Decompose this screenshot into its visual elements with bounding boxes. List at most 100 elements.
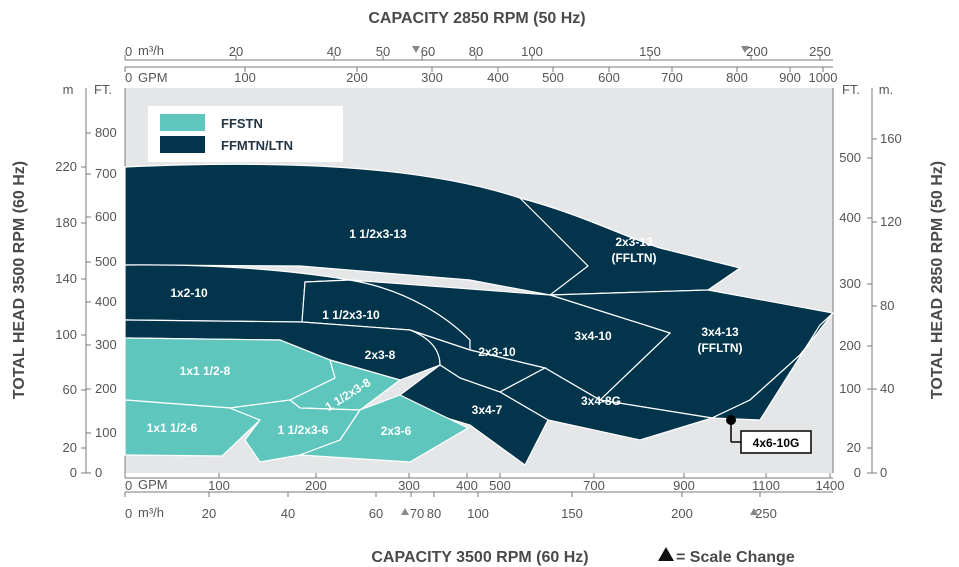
- bottom_gpm-tick-label: 400: [456, 478, 478, 493]
- left_m-tick-label: 20: [63, 440, 77, 455]
- top_gpm-tick-label: 900: [779, 70, 801, 85]
- right_ft-tick-label: 20: [847, 440, 861, 455]
- bottom_m3h-tick-label: 70: [410, 506, 424, 521]
- bottom_gpm-tick-label: 900: [673, 478, 695, 493]
- label-1x1-1-2-8: 1x1 1/2-8: [180, 364, 231, 378]
- unit-bottom-m3h: m³/h: [138, 505, 164, 520]
- top_gpm-tick-label: 800: [726, 70, 748, 85]
- legend: FFSTN FFMTN/LTN: [148, 106, 343, 162]
- label-3x4-8G: 3x4-8G: [581, 394, 621, 408]
- ffmtn-regions: [124, 163, 835, 466]
- top_m3h-tick-label: 0: [125, 44, 132, 59]
- left_ft-tick-label: 300: [95, 337, 117, 352]
- bottom_m3h-tick-label: 20: [202, 506, 216, 521]
- legend-swatch-ffstn: [160, 114, 205, 131]
- left_m-tick-label: 220: [55, 159, 77, 174]
- bottom_gpm-tick-label: 1400: [816, 478, 845, 493]
- scale-change-triangle-icon: [741, 46, 749, 53]
- bottom_gpm-tick-label: 500: [489, 478, 511, 493]
- left_ft-tick-label: 100: [95, 425, 117, 440]
- label-1-1-2x3-10: 1 1/2x3-10: [322, 308, 380, 322]
- region-2x3-6: [299, 394, 470, 463]
- left_m-tick-label: 0: [70, 465, 77, 480]
- scale-change-triangle-icon: [401, 508, 409, 515]
- bottom_m3h-tick-label: 60: [369, 506, 383, 521]
- left_ft-tick-label: 500: [95, 254, 117, 269]
- right_ft-tick-label: 100: [839, 381, 861, 396]
- top_gpm-tick-label: 400: [487, 70, 509, 85]
- label-3x4-13: 3x4-13: [701, 325, 739, 339]
- unit-bottom-gpm: GPM: [138, 477, 168, 492]
- region-1x1-1-2-6: [124, 399, 262, 457]
- ylabel-right: TOTAL HEAD 2850 RPM (50 Hz): [929, 161, 946, 399]
- left_m-tick-label: 180: [55, 215, 77, 230]
- title-bottom: CAPACITY 3500 RPM (60 Hz): [371, 549, 588, 566]
- right_m-tick-label: 0: [880, 465, 887, 480]
- bottom_gpm-tick-label: 200: [305, 478, 327, 493]
- left_ft-tick-label: 800: [95, 125, 117, 140]
- label-1-1-2x3-13: 1 1/2x3-13: [349, 227, 407, 241]
- left_ft-tick-label: 0: [95, 465, 102, 480]
- top_gpm-tick-label: 0: [125, 70, 132, 85]
- unit-right-m: m.: [879, 82, 893, 97]
- bottom_m3h-tick-label: 250: [755, 506, 777, 521]
- bottom_m3h-tick-label: 0: [125, 506, 132, 521]
- left_m-tick-label: 60: [63, 382, 77, 397]
- bottom_m3h-tick-label: 40: [281, 506, 295, 521]
- legend-label-ffmtn: FFMTN/LTN: [221, 138, 293, 153]
- right_m-tick-label: 40: [880, 381, 894, 396]
- bottom_gpm-tick-label: 1100: [752, 478, 780, 493]
- region-4x6-10G: [711, 312, 834, 421]
- label-2x3-6: 2x3-6: [381, 424, 412, 438]
- bottom_gpm-tick-label: 0: [125, 478, 132, 493]
- scale-change-note: = Scale Change: [658, 547, 795, 566]
- right_ft-tick-label: 300: [839, 276, 861, 291]
- bottom_gpm-tick-label: 700: [583, 478, 605, 493]
- top_gpm-tick-label: 100: [234, 70, 256, 85]
- marker-4x6-10G: [726, 415, 812, 454]
- left_ft-tick-label: 700: [95, 166, 117, 181]
- label-1-1-2x3-6: 1 1/2x3-6: [278, 423, 329, 437]
- label-4x6-10G: 4x6-10G: [753, 436, 800, 450]
- bottom_m3h-tick-label: 150: [561, 506, 583, 521]
- right_m-tick-label: 120: [880, 214, 902, 229]
- label-3x4-10: 3x4-10: [574, 329, 612, 343]
- label-2x3-13-sub: (FFLTN): [611, 251, 656, 265]
- left_ft-tick-label: 400: [95, 294, 117, 309]
- legend-label-ffstn: FFSTN: [221, 116, 263, 131]
- bottom_m3h-tick-label: 100: [467, 506, 489, 521]
- ffstn-regions: [124, 337, 470, 463]
- legend-swatch-ffmtn: [160, 136, 205, 153]
- top_m3h-tick-label: 40: [327, 44, 341, 59]
- left_m-tick-label: 100: [55, 327, 77, 342]
- unit-left-ft: FT.: [94, 82, 112, 97]
- scale-change-triangle-icon: [658, 547, 674, 561]
- bottom_gpm-tick-label: 300: [398, 478, 420, 493]
- top_m3h-tick-label: 250: [809, 44, 831, 59]
- top_m3h-tick-label: 60: [421, 44, 435, 59]
- bottom_m3h-tick-label: 80: [427, 506, 441, 521]
- top_m3h-tick-label: 100: [521, 44, 543, 59]
- unit-top-gpm: GPM: [138, 70, 168, 85]
- label-1x1-1-2-6: 1x1 1/2-6: [147, 421, 198, 435]
- left_m-tick-label: 140: [55, 271, 77, 286]
- label-3x4-7: 3x4-7: [472, 403, 503, 417]
- top_m3h-tick-label: 50: [376, 44, 390, 59]
- region-3x4-7: [399, 364, 549, 466]
- scale-change-triangle-icon: [412, 46, 420, 53]
- label-2x3-10: 2x3-10: [478, 345, 516, 359]
- right_m-tick-label: 80: [880, 298, 894, 313]
- top_m3h-tick-label: 80: [469, 44, 483, 59]
- region-2x3-13: [517, 196, 742, 296]
- axis-lines: [85, 59, 873, 493]
- top_gpm-tick-label: 700: [661, 70, 683, 85]
- bottom_gpm-tick-label: 100: [208, 478, 230, 493]
- title-top: CAPACITY 2850 RPM (50 Hz): [368, 10, 585, 27]
- scale-change-text: = Scale Change: [676, 549, 795, 566]
- left_ft-tick-label: 200: [95, 381, 117, 396]
- right_ft-tick-label: 0: [854, 465, 861, 480]
- top_gpm-tick-label: 1000: [809, 70, 838, 85]
- top_m3h-tick-label: 150: [639, 44, 661, 59]
- right_m-tick-label: 160: [880, 131, 902, 146]
